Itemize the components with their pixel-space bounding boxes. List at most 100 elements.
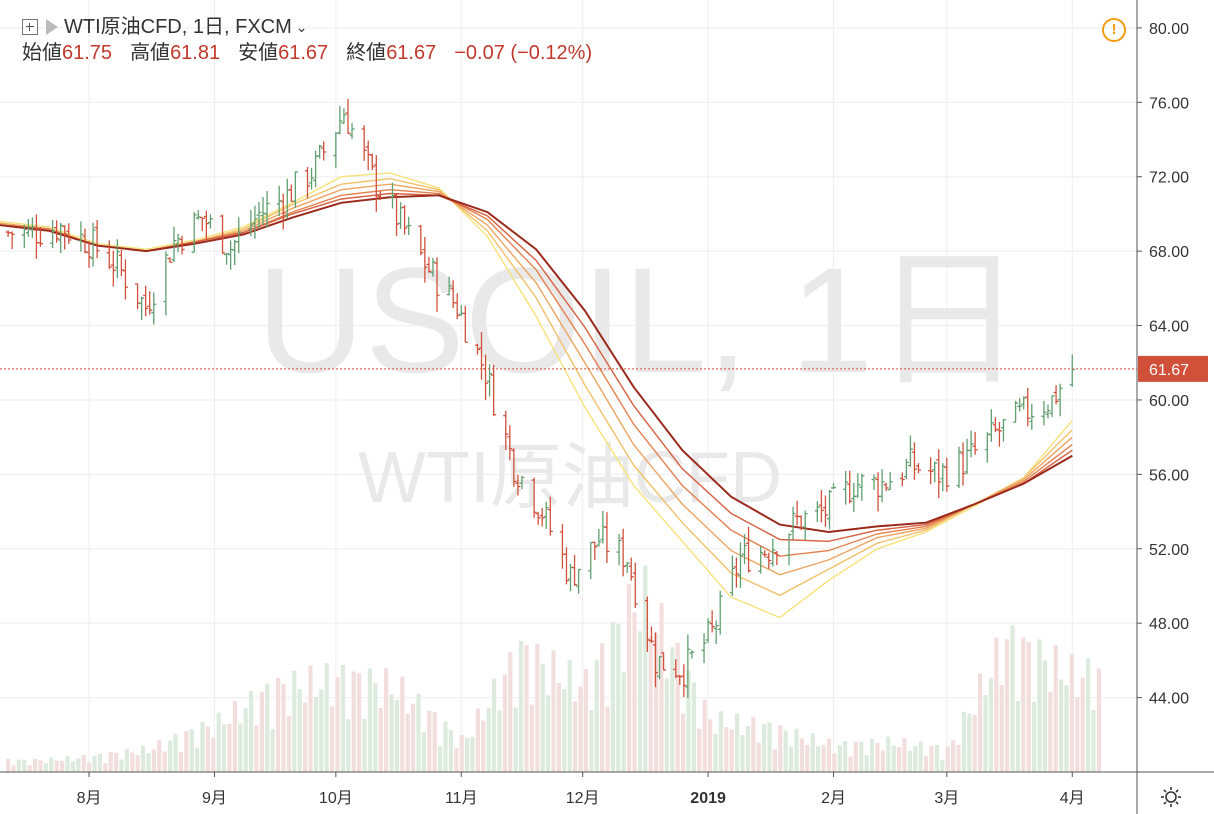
volume-bar bbox=[729, 729, 734, 772]
volume-bar bbox=[1086, 658, 1091, 772]
price-bar bbox=[434, 257, 440, 312]
price-bar bbox=[992, 417, 998, 433]
open-value: 61.75 bbox=[62, 42, 113, 64]
volume-bar bbox=[681, 713, 686, 772]
price-bar bbox=[220, 214, 226, 255]
volume-bar bbox=[254, 725, 259, 772]
price-bar bbox=[402, 205, 408, 235]
flag-icon[interactable] bbox=[46, 19, 58, 35]
volume-bar bbox=[972, 714, 977, 772]
volume-bar bbox=[918, 741, 923, 772]
price-bar bbox=[337, 105, 343, 135]
volume-bar bbox=[87, 762, 92, 772]
volume-bar bbox=[713, 734, 718, 772]
volume-bar bbox=[907, 750, 912, 772]
volume-bar bbox=[243, 708, 248, 772]
volume-bar bbox=[475, 708, 480, 772]
price-bar bbox=[717, 590, 723, 635]
volume-bar bbox=[999, 685, 1004, 772]
price-bar bbox=[907, 435, 913, 467]
change-value: −0.07 (−0.12%) bbox=[454, 42, 593, 64]
price-bar bbox=[1025, 387, 1031, 427]
volume-bar bbox=[432, 712, 437, 772]
volume-bar bbox=[659, 602, 664, 772]
volume-bar bbox=[292, 670, 297, 772]
volume-bar bbox=[16, 759, 21, 772]
price-bar bbox=[928, 457, 934, 485]
price-bar bbox=[58, 222, 64, 253]
price-bar bbox=[519, 475, 525, 490]
price-bar bbox=[33, 214, 39, 259]
price-bar bbox=[604, 512, 610, 563]
price-bar bbox=[871, 474, 877, 490]
price-bar bbox=[600, 510, 606, 544]
price-bar bbox=[446, 276, 452, 296]
volume-bar bbox=[400, 676, 405, 772]
warning-icon[interactable]: ! bbox=[1102, 18, 1126, 42]
volume-bar bbox=[232, 700, 237, 772]
volume-bar bbox=[1075, 697, 1080, 772]
gear-icon[interactable] bbox=[1160, 786, 1182, 808]
volume-bar bbox=[70, 761, 75, 772]
volume-bar bbox=[1091, 710, 1096, 772]
volume-bar bbox=[1042, 660, 1047, 772]
price-bar bbox=[847, 470, 853, 504]
volume-bar bbox=[1096, 668, 1101, 772]
price-bar bbox=[620, 528, 626, 577]
plus-box-icon[interactable] bbox=[22, 19, 38, 35]
volume-bar bbox=[303, 702, 308, 772]
volume-bar bbox=[238, 723, 243, 772]
volume-bar bbox=[897, 747, 902, 772]
volume-bar bbox=[103, 763, 108, 772]
price-bar bbox=[936, 449, 942, 499]
price-bar bbox=[932, 461, 938, 483]
price-bar bbox=[742, 534, 748, 565]
price-bar bbox=[135, 283, 141, 310]
volume-bar bbox=[108, 752, 113, 772]
volume-bar bbox=[405, 713, 410, 772]
volume-bar bbox=[778, 725, 783, 772]
legend: WTI原油CFD, 1日, FXCM ⌄ 始値 61.75 高値 61.81 安値 6… bbox=[22, 14, 610, 68]
volume-bar bbox=[470, 736, 475, 772]
volume-bar bbox=[465, 737, 470, 772]
price-bar bbox=[78, 221, 84, 252]
volume-bar bbox=[1026, 642, 1031, 772]
price-bar bbox=[652, 632, 658, 688]
y-tick-label: 80.00 bbox=[1149, 21, 1189, 38]
volume-bar bbox=[49, 757, 54, 772]
volume-bar bbox=[427, 710, 432, 772]
volume-bar bbox=[783, 730, 788, 772]
volume-bar bbox=[1005, 639, 1010, 772]
price-bar bbox=[252, 205, 258, 239]
price-bar bbox=[50, 219, 56, 248]
price-bar bbox=[94, 219, 100, 259]
x-tick-label: 4月 bbox=[1060, 790, 1085, 807]
volume-bar bbox=[200, 721, 205, 772]
volume-bar bbox=[497, 710, 502, 772]
price-bar bbox=[232, 239, 238, 266]
volume-bar bbox=[389, 694, 394, 772]
moving-average-ribbon bbox=[0, 172, 1073, 619]
symbol-title[interactable]: WTI原油CFD, 1日, FXCM bbox=[64, 16, 292, 38]
price-bar bbox=[657, 655, 663, 680]
price-bar bbox=[151, 292, 157, 325]
volume-bar bbox=[632, 612, 637, 772]
price-bar bbox=[559, 524, 565, 569]
volume-bar bbox=[697, 728, 702, 772]
volume-bar bbox=[184, 731, 189, 772]
volume-bar bbox=[870, 738, 875, 772]
volume-bar bbox=[513, 707, 518, 772]
volume-bar bbox=[11, 765, 16, 772]
symbol-row[interactable]: WTI原油CFD, 1日, FXCM ⌄ bbox=[22, 14, 610, 40]
y-tick-label: 72.00 bbox=[1149, 170, 1189, 187]
volume-bar bbox=[421, 732, 426, 772]
price-bar bbox=[681, 664, 687, 698]
volume-bar bbox=[178, 751, 183, 772]
price-bar bbox=[543, 501, 549, 529]
volume-bars bbox=[6, 565, 1101, 772]
volume-bar bbox=[249, 690, 254, 772]
volume-bar bbox=[610, 621, 615, 772]
chevron-down-icon[interactable]: ⌄ bbox=[295, 19, 308, 35]
volume-bar bbox=[189, 729, 194, 772]
